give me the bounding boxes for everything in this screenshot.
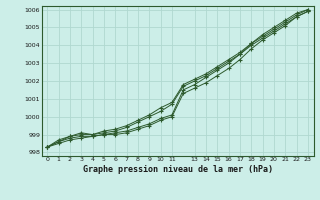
- X-axis label: Graphe pression niveau de la mer (hPa): Graphe pression niveau de la mer (hPa): [83, 165, 273, 174]
